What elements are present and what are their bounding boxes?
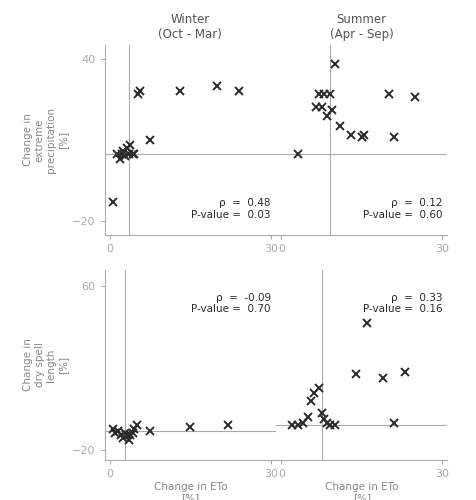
Title: Summer
(Apr - Sep): Summer (Apr - Sep) (330, 13, 394, 41)
X-axis label: Change in ETo
[%]: Change in ETo [%] (325, 482, 398, 500)
Text: ρ  =  0.12
P-value =  0.60: ρ = 0.12 P-value = 0.60 (363, 198, 442, 220)
Y-axis label: Change in
dry spell
length
[%]: Change in dry spell length [%] (23, 338, 68, 392)
Text: ρ  =  0.48
P-value =  0.03: ρ = 0.48 P-value = 0.03 (191, 198, 271, 220)
X-axis label: Change in ETo
[%]: Change in ETo [%] (154, 482, 227, 500)
Text: ρ  =  0.33
P-value =  0.16: ρ = 0.33 P-value = 0.16 (363, 293, 442, 314)
Title: Winter
(Oct - Mar): Winter (Oct - Mar) (159, 13, 222, 41)
Y-axis label: Change in
extreme
precipitation
[%]: Change in extreme precipitation [%] (23, 107, 68, 173)
Text: ρ  =  -0.09
P-value =  0.70: ρ = -0.09 P-value = 0.70 (191, 293, 271, 314)
